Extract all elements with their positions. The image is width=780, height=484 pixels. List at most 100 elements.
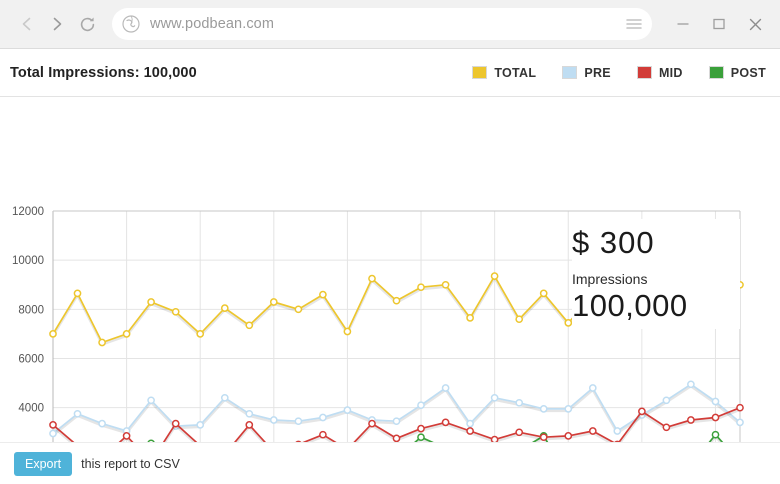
data-point [638,279,646,288]
data-point [662,396,671,405]
page-title: Total Impressions: 100,000 [10,65,197,81]
data-point [466,314,474,322]
data-point [343,327,352,336]
impressions-line-chart[interactable]: 0200040006000800010000120002018/3/192018… [0,97,780,442]
export-button[interactable]: Export [14,451,73,476]
data-point [122,432,131,440]
data-point [171,307,180,316]
data-point [122,330,131,338]
data-point [736,403,744,412]
y-axis-tick-label: 4000 [18,403,44,415]
data-point [49,330,57,338]
data-point [736,280,744,289]
legend-swatch-total [472,66,488,79]
data-point [73,409,82,418]
data-point [269,298,278,306]
data-point [392,417,401,426]
data-point [147,439,155,442]
forward-button[interactable] [42,9,72,39]
legend-item-mid[interactable]: MID [636,65,683,80]
legend-swatch-pre [562,66,578,79]
y-axis-tick-label: 10000 [12,255,44,267]
legend-swatch-mid [636,66,652,79]
data-point [319,290,327,299]
globe-icon [122,15,140,33]
data-point [638,407,646,416]
url-text[interactable]: www.podbean.com [150,16,275,32]
report-header: Total Impressions: 100,000 TOTAL PRE MID … [0,49,780,97]
data-point [539,289,548,298]
chart-legend: TOTAL PRE MID POST [472,66,766,80]
y-axis-tick-label: 6000 [18,354,44,366]
legend-label-pre: PRE [584,65,611,80]
data-point [711,291,720,300]
maximize-button[interactable] [706,11,732,37]
legend-item-post[interactable]: POST [708,66,766,80]
export-description: this report to CSV [81,456,180,471]
data-point [613,427,622,435]
data-point [564,319,573,327]
data-point [711,413,720,422]
data-point [662,303,671,311]
data-point [196,330,205,338]
data-point [588,291,597,300]
data-point [588,427,597,435]
data-point [490,393,499,402]
minimize-icon [677,23,689,25]
data-point [245,421,254,429]
y-axis-tick-label: 12000 [12,206,44,218]
data-point [614,440,621,442]
data-point [515,398,524,407]
legend-item-pre[interactable]: PRE [562,66,611,80]
data-point [319,430,327,439]
data-point [392,296,401,305]
data-point [295,440,302,442]
data-point [588,384,597,392]
data-point [564,432,573,440]
data-point [564,405,573,413]
data-point [711,430,720,439]
data-point [147,396,155,405]
data-point [392,434,401,442]
hamburger-menu-icon [626,19,642,29]
data-point [613,310,622,319]
reload-button[interactable] [72,9,102,39]
address-bar[interactable]: www.podbean.com [112,8,652,40]
data-point [49,421,57,429]
back-button[interactable] [12,9,42,39]
forward-arrow-icon [53,17,62,31]
data-point [466,427,474,435]
window-controls [666,11,768,37]
data-point [515,428,524,437]
legend-label-mid: MID [658,65,683,80]
data-point [417,283,425,292]
minimize-button[interactable] [670,11,696,37]
close-icon [749,18,761,30]
data-point [441,418,450,427]
chart-series-mid [49,403,744,442]
close-button[interactable] [742,11,768,37]
data-point [368,419,376,428]
data-point [220,304,229,312]
data-point [662,423,671,432]
y-axis-tick-label: 8000 [18,304,44,316]
reload-icon [80,16,94,31]
legend-item-total[interactable]: TOTAL [472,66,536,80]
data-point [196,421,205,429]
chart-frame [52,210,741,442]
data-point [466,419,474,428]
data-point [294,417,303,426]
page-title-label: Total Impressions: [10,64,140,81]
data-point [441,384,450,392]
data-point [417,401,425,410]
export-bar: Export this report to CSV [0,442,780,484]
data-point [417,433,425,442]
data-point [490,435,499,442]
data-point [98,419,106,428]
data-point [73,289,82,298]
browser-toolbar: www.podbean.com [0,0,780,49]
legend-label-total: TOTAL [494,65,537,80]
browser-menu-button[interactable] [622,13,646,35]
chart-series-total [49,272,744,347]
